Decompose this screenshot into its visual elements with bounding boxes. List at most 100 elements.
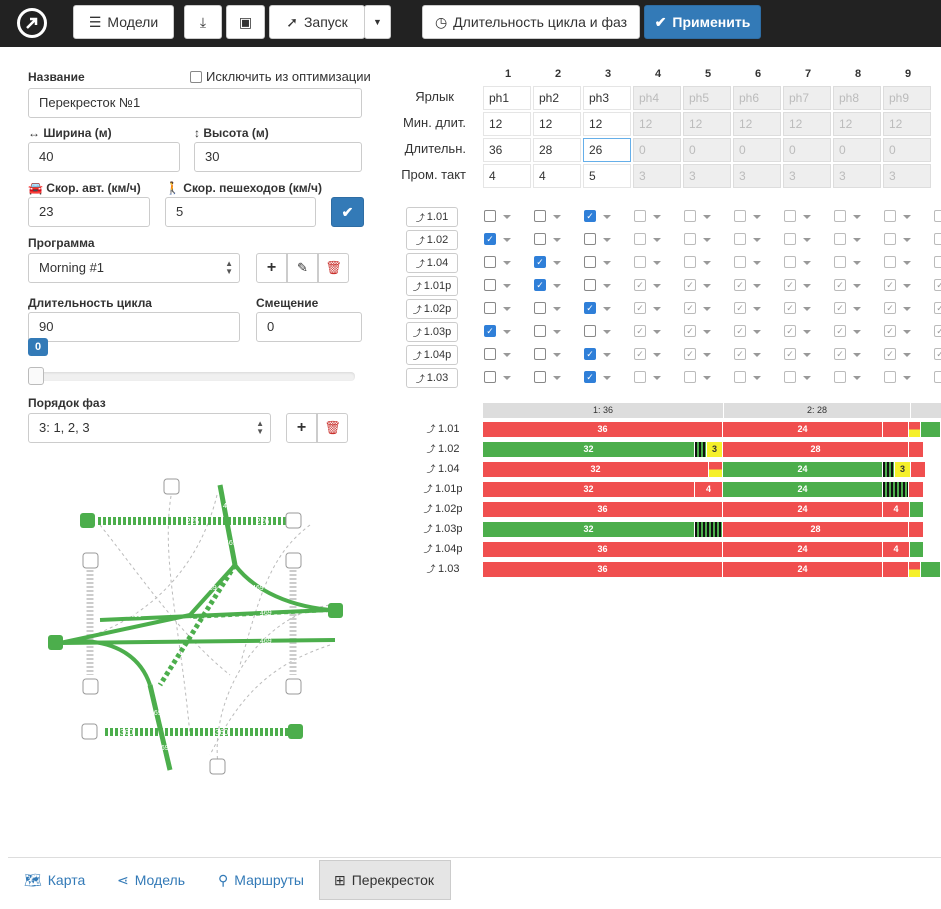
movement-phase-checkbox[interactable]: ✓ [834, 302, 846, 314]
phase-intertact-cell[interactable]: 3 [683, 164, 731, 188]
offset-input[interactable]: 0 [256, 312, 362, 342]
movement-phase-checkbox[interactable]: ✓ [634, 279, 646, 291]
caret-down-icon[interactable] [753, 376, 761, 380]
movement-phase-checkbox[interactable] [834, 256, 846, 268]
caret-down-icon[interactable] [503, 307, 511, 311]
phase-min_dur-cell[interactable]: 12 [533, 112, 581, 136]
movement-phase-checkbox[interactable] [634, 233, 646, 245]
movement-phase-checkbox[interactable] [534, 302, 546, 314]
phase-min_dur-cell[interactable]: 12 [483, 112, 531, 136]
movement-phase-checkbox[interactable] [734, 210, 746, 222]
movement-button[interactable]: ⤴ 1.01р [406, 276, 458, 296]
caret-down-icon[interactable] [653, 307, 661, 311]
caret-down-icon[interactable] [653, 330, 661, 334]
logo-icon[interactable] [17, 8, 47, 38]
movement-phase-checkbox[interactable]: ✓ [684, 302, 696, 314]
movement-phase-checkbox[interactable]: ✓ [634, 348, 646, 360]
phase-min_dur-cell[interactable]: 12 [683, 112, 731, 136]
phase-tags-cell[interactable]: ph8 [833, 86, 881, 110]
caret-down-icon[interactable] [903, 284, 911, 288]
movement-phase-checkbox[interactable] [534, 325, 546, 337]
movement-phase-checkbox[interactable] [934, 256, 941, 268]
caret-down-icon[interactable] [653, 261, 661, 265]
apply-button[interactable]: ✔ Применить [644, 5, 761, 39]
movement-phase-checkbox[interactable] [884, 371, 896, 383]
caret-down-icon[interactable] [903, 215, 911, 219]
caret-down-icon[interactable] [653, 353, 661, 357]
movement-phase-checkbox[interactable] [934, 233, 941, 245]
caret-down-icon[interactable] [703, 284, 711, 288]
save-button[interactable]: ▣ [226, 5, 265, 39]
models-button[interactable]: ☰ Модели [73, 5, 174, 39]
caret-down-icon[interactable] [853, 376, 861, 380]
movement-phase-checkbox[interactable]: ✓ [934, 279, 941, 291]
caret-down-icon[interactable] [853, 238, 861, 242]
add-program-button[interactable]: + [256, 253, 287, 283]
movement-phase-checkbox[interactable] [484, 371, 496, 383]
caret-down-icon[interactable] [853, 261, 861, 265]
movement-phase-checkbox[interactable] [834, 371, 846, 383]
phase-intertact-cell[interactable]: 3 [883, 164, 931, 188]
caret-down-icon[interactable] [703, 215, 711, 219]
phase-duration-cell[interactable]: 26 [583, 138, 631, 162]
phase-duration-cell[interactable]: 0 [883, 138, 931, 162]
movement-phase-checkbox[interactable]: ✓ [684, 348, 696, 360]
movement-phase-checkbox[interactable] [834, 233, 846, 245]
movement-phase-checkbox[interactable] [634, 256, 646, 268]
phase-duration-cell[interactable]: 0 [783, 138, 831, 162]
cycle-input[interactable]: 90 [28, 312, 240, 342]
movement-phase-checkbox[interactable]: ✓ [484, 233, 496, 245]
caret-down-icon[interactable] [703, 330, 711, 334]
caret-down-icon[interactable] [503, 353, 511, 357]
phase-tags-cell[interactable]: ph9 [883, 86, 931, 110]
width-input[interactable]: 40 [28, 142, 180, 172]
phase-tags-cell[interactable]: ph6 [733, 86, 781, 110]
phase-intertact-cell[interactable]: 4 [533, 164, 581, 188]
launch-button[interactable]: ➚ Запуск [269, 5, 365, 39]
caret-down-icon[interactable] [903, 353, 911, 357]
intersection-diagram[interactable]: 225 226 360 360 469 469 469 469 469 469 … [40, 475, 360, 780]
movement-phase-checkbox[interactable] [534, 210, 546, 222]
caret-down-icon[interactable] [603, 238, 611, 242]
delete-phase-order-button[interactable]: 🗑 [317, 413, 348, 443]
movement-phase-checkbox[interactable] [884, 210, 896, 222]
offset-slider-track[interactable] [30, 372, 355, 381]
movement-phase-checkbox[interactable] [584, 256, 596, 268]
exclude-option[interactable]: Исключить из оптимизации [190, 69, 371, 84]
phase-tags-cell[interactable]: ph4 [633, 86, 681, 110]
caret-down-icon[interactable] [553, 261, 561, 265]
caret-down-icon[interactable] [603, 307, 611, 311]
caret-down-icon[interactable] [553, 284, 561, 288]
phase-min_dur-cell[interactable]: 12 [783, 112, 831, 136]
phase-min_dur-cell[interactable]: 12 [833, 112, 881, 136]
caret-down-icon[interactable] [753, 261, 761, 265]
phase-tags-cell[interactable]: ph7 [783, 86, 831, 110]
caret-down-icon[interactable] [653, 376, 661, 380]
caret-down-icon[interactable] [553, 238, 561, 242]
caret-down-icon[interactable] [503, 238, 511, 242]
movement-phase-checkbox[interactable]: ✓ [584, 371, 596, 383]
movement-phase-checkbox[interactable] [634, 371, 646, 383]
movement-button[interactable]: ⤴ 1.03р [406, 322, 458, 342]
download-button[interactable]: ⤓ [184, 5, 222, 39]
launch-dropdown-button[interactable]: ▼ [364, 5, 391, 39]
movement-phase-checkbox[interactable] [684, 233, 696, 245]
caret-down-icon[interactable] [603, 261, 611, 265]
movement-phase-checkbox[interactable]: ✓ [834, 348, 846, 360]
movement-phase-checkbox[interactable] [534, 233, 546, 245]
caret-down-icon[interactable] [753, 330, 761, 334]
caret-down-icon[interactable] [903, 376, 911, 380]
movement-phase-checkbox[interactable] [784, 256, 796, 268]
caret-down-icon[interactable] [803, 261, 811, 265]
signal-nodes[interactable] [48, 478, 343, 775]
offset-slider-handle[interactable] [28, 367, 44, 385]
caret-down-icon[interactable] [903, 261, 911, 265]
caret-down-icon[interactable] [503, 261, 511, 265]
movement-phase-checkbox[interactable]: ✓ [734, 302, 746, 314]
name-input[interactable]: Перекресток №1 [28, 88, 362, 118]
caret-down-icon[interactable] [803, 330, 811, 334]
phase-intertact-cell[interactable]: 3 [783, 164, 831, 188]
movement-phase-checkbox[interactable] [584, 279, 596, 291]
movement-phase-checkbox[interactable]: ✓ [884, 348, 896, 360]
ped-speed-input[interactable]: 5 [165, 197, 316, 227]
